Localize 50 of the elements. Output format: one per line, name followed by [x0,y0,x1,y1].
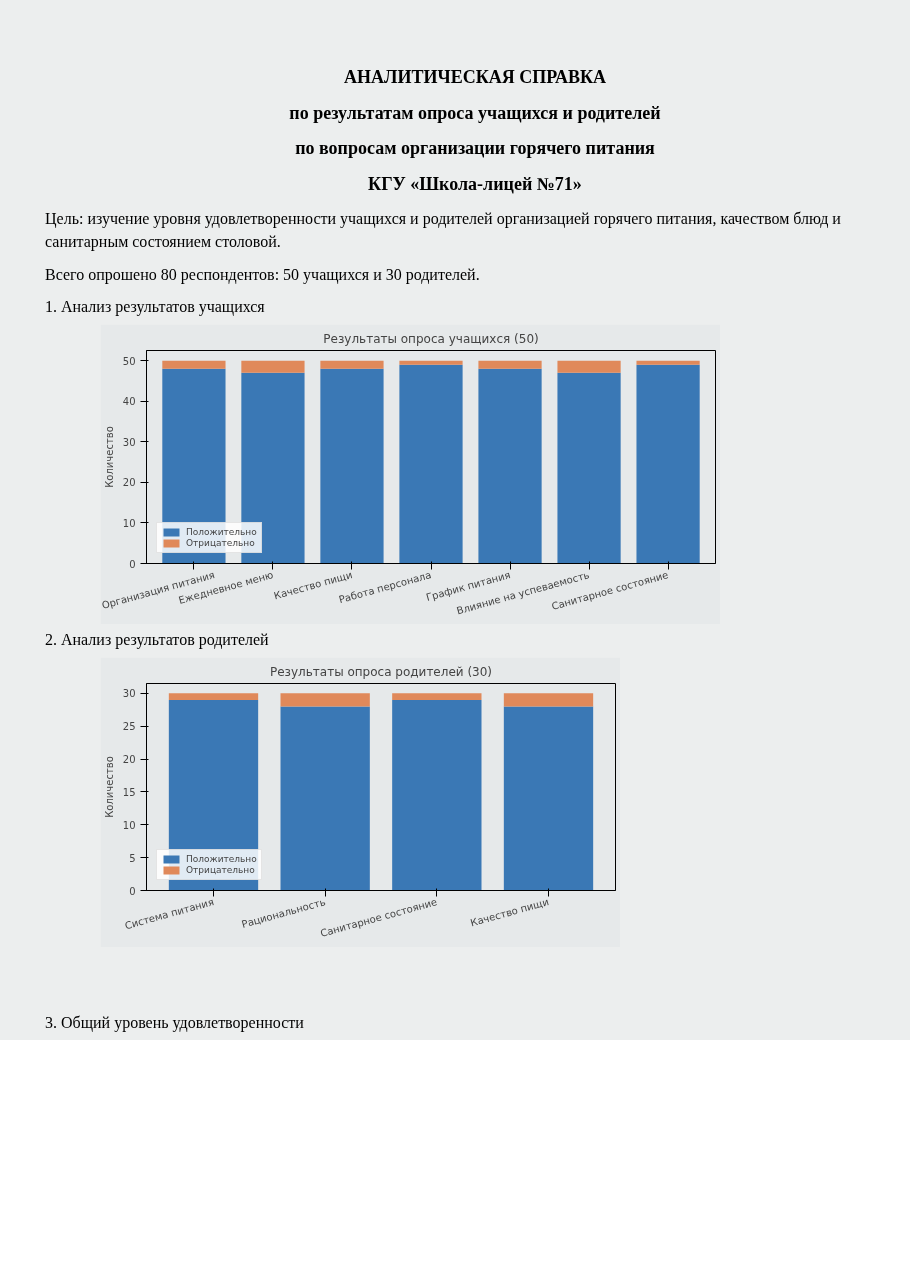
y-tick-label: 0 [129,558,136,570]
text: Цель: изучение уровня удовлетворенности учащихся и родителей организацией горячего питания, качеством блюд и санитарным состоянием столовой. [45,208,842,253]
bar [280,706,370,891]
text: 3. Общий уровень удовлетворенности [45,1013,304,1034]
legend-label: Положительно [186,854,257,865]
y-tick-label: 10 [122,819,136,831]
y-tick-label: 40 [122,396,136,408]
bar [241,360,305,373]
bar [399,364,463,564]
text: 2. Анализ результатов родителей [45,630,269,651]
bar [162,360,226,369]
bar [478,368,542,564]
y-tick-label: 20 [122,477,136,489]
y-axis-title: Количество [103,426,115,488]
bar [392,699,482,891]
bar [320,368,384,564]
bar [280,693,370,707]
bar [168,693,259,700]
y-tick-label: 5 [129,852,136,864]
bar [636,360,700,365]
text: КГУ «Школа-лицей №71» [368,173,582,197]
legend-label: Положительно [186,527,257,538]
y-tick-label: 10 [122,518,136,530]
y-tick-label: 30 [122,436,136,448]
bar [557,360,621,373]
bar [478,360,542,369]
text: 1. Анализ результатов учащихся [45,297,265,318]
y-axis-title: Количество [103,756,115,818]
bar [636,364,700,564]
chart-title: Результаты опроса родителей (30) [269,664,493,679]
legend-label: Отрицательно [186,865,255,876]
y-tick-label: 50 [122,355,136,367]
y-tick-label: 0 [129,885,136,897]
bar [557,373,621,564]
chart-title: Результаты опроса учащихся (50) [323,331,539,346]
bar [392,693,482,700]
bar [320,360,384,369]
bar [503,706,594,891]
text: по вопросам организации горячего питания [295,137,655,161]
y-tick-label: 25 [122,721,136,733]
y-tick-label: 30 [122,688,136,700]
y-tick-label: 20 [122,754,136,766]
text: по результатам опроса учащихся и родителей [289,101,661,125]
bar [503,693,594,707]
text: Всего опрошено 80 респондентов: 50 учащихся и 30 родителей. [45,264,480,286]
bar [399,360,463,365]
text: АНАЛИТИЧЕСКАЯ СПРАВКА [344,66,606,89]
legend-label: Отрицательно [186,538,255,549]
x-tick-label: Система питания [123,896,215,932]
y-tick-label: 15 [122,786,136,798]
